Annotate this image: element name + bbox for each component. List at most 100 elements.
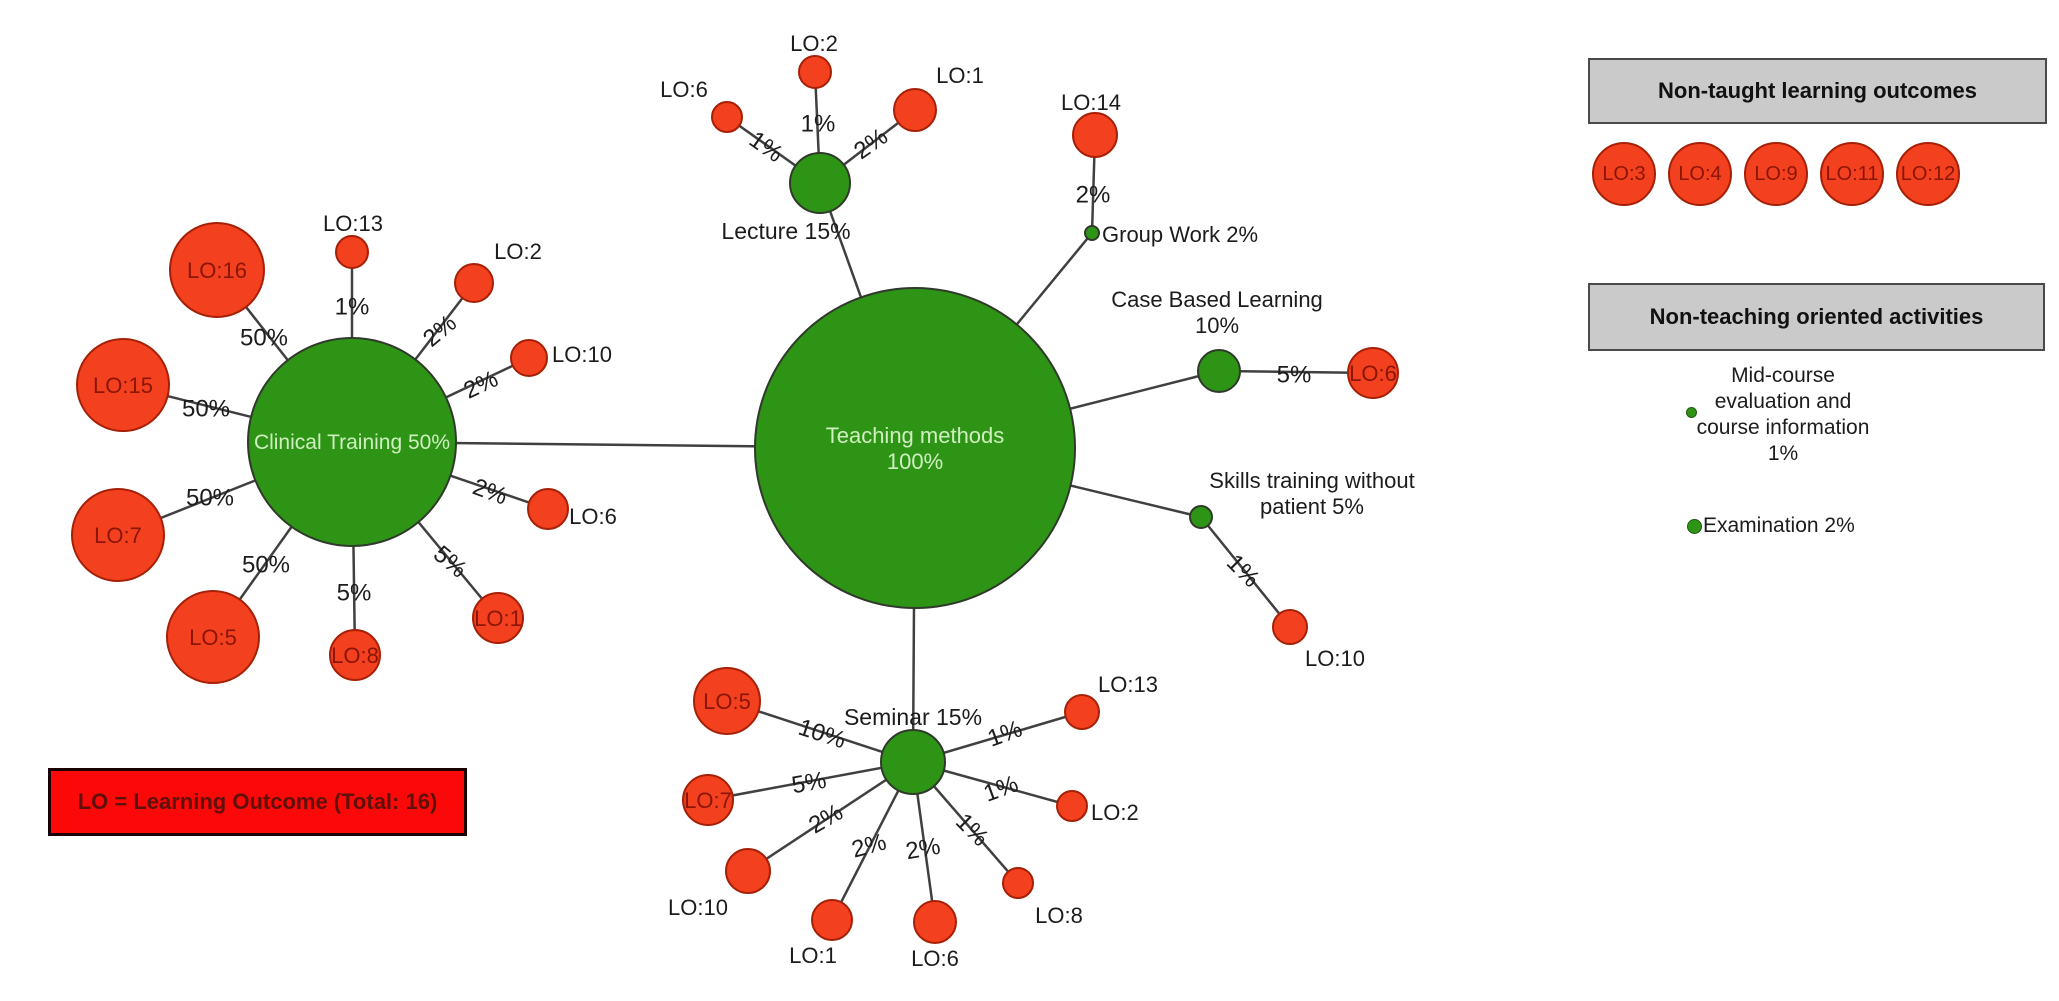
label-sem-lo5: LO:5 [703,689,751,714]
node-lecture [789,152,851,214]
label-ct-lo1: LO:1 [474,606,522,631]
node-clinical [247,337,457,547]
edge-label-clinical-ct-lo15: 50% [182,396,230,423]
edge-label-seminar-sem-lo7: 5% [790,767,829,800]
label-sem-lo8: LO:8 [1035,903,1083,928]
node-ct-lo2 [454,263,494,303]
edge-label-clinical-ct-lo10: 2% [460,365,503,404]
edge-label-clinical-ct-lo7: 50% [186,485,234,512]
label-ct-lo2: LO:2 [494,239,542,264]
edge-label-seminar-sem-lo5: 10% [795,714,849,755]
label-ct-lo16: LO:16 [187,258,247,283]
node-st-lo10 [1272,609,1308,645]
non-taught-legend-header: Non-taught learning outcomes [1588,58,2047,124]
node-ct-lo8 [329,629,381,681]
label-ct-lo8: LO:8 [331,643,379,668]
label-ct-lo15: LO:15 [93,373,153,398]
label-ct-lo10: LO:10 [552,342,612,367]
lo-note-text: LO = Learning Outcome (Total: 16) [77,789,438,814]
edge-label-clinical-ct-lo16: 50% [240,325,288,352]
node-gw-lo14 [1072,112,1118,158]
label-lec-lo1: LO:1 [936,63,984,88]
node-ct-lo10 [510,339,548,377]
edge-label-clinical-ct-lo6: 2% [469,473,511,510]
examination-item: Examination 2% [1687,514,1855,538]
node-sem-lo8 [1002,867,1034,899]
node-sem-lo7 [682,774,734,826]
node-ct-lo7 [71,488,165,582]
legend-lo-circle: LO:9 [1744,142,1808,206]
label-casebased: Case Based Learning 10% [1111,287,1323,338]
node-sem-lo2 [1056,790,1088,822]
node-ct-lo1 [472,592,524,644]
label-sem-lo7: LO:7 [684,788,732,813]
node-ct-lo5 [166,590,260,684]
non-teaching-legend-title: Non-teaching oriented activities [1649,304,1984,329]
node-skills [1189,505,1213,529]
midcourse-dot-icon [1686,407,1697,418]
label-lec-lo2: LO:2 [790,31,838,56]
label-teaching: Teaching methods 100% [826,423,1005,474]
edge-label-seminar-sem-lo2: 1% [980,770,1022,807]
label-ct-lo5: LO:5 [189,625,237,650]
label-groupwork: Group Work 2% [1102,222,1258,247]
edge-label-clinical-ct-lo13: 1% [335,294,370,321]
non-taught-circles: LO:3 LO:4 LO:9 LO:11 LO:12 [1592,142,1960,206]
label-cbl-lo6: LO:6 [1349,361,1397,386]
edge-skills-st-lo10 [1200,516,1291,628]
node-sem-lo6 [913,900,957,944]
node-lec-lo6 [711,101,743,133]
label-lec-lo6: LO:6 [660,77,708,102]
examination-label: Examination 2% [1703,514,1855,537]
node-teaching [754,287,1076,609]
node-ct-lo6 [527,488,569,530]
label-sem-lo13: LO:13 [1098,672,1158,697]
node-ct-lo16 [169,222,265,318]
edge-label-clinical-ct-lo8: 5% [337,580,372,607]
node-ct-lo15 [76,338,170,432]
non-teaching-legend-header: Non-teaching oriented activities [1588,283,2045,351]
label-sem-lo2: LO:2 [1091,800,1139,825]
label-sem-lo1: LO:1 [789,943,837,968]
node-lec-lo1 [893,88,937,132]
node-groupwork [1084,225,1100,241]
edge-label-groupwork-gw-lo14: 2% [1076,182,1111,209]
lo-note-box: LO = Learning Outcome (Total: 16) [48,768,467,836]
node-sem-lo13 [1064,694,1100,730]
examination-dot-icon [1687,518,1702,534]
label-ct-lo13: LO:13 [323,211,383,236]
label-sem-lo10: LO:10 [668,895,728,920]
edge-label-seminar-sem-lo6: 2% [904,833,943,866]
node-seminar [880,729,946,795]
edge-seminar-sem-lo7 [707,760,914,802]
node-sem-lo1 [811,899,853,941]
node-cbl-lo6 [1347,347,1399,399]
label-sem-lo6: LO:6 [911,946,959,971]
node-lec-lo2 [798,55,832,89]
legend-lo-circle: LO:11 [1820,142,1884,206]
label-skills: Skills training without patient 5% [1209,468,1414,519]
label-lecture: Lecture 15% [721,218,850,244]
label-ct-lo6: LO:6 [569,504,617,529]
label-gw-lo14: LO:14 [1061,90,1121,115]
legend-lo-circle: LO:4 [1668,142,1732,206]
label-st-lo10: LO:10 [1305,646,1365,671]
edge-label-seminar-sem-lo8: 1% [950,808,994,852]
non-taught-legend-title: Non-taught learning outcomes [1658,78,1977,103]
label-clinical: Clinical Training 50% [254,431,450,454]
node-ct-lo13 [335,235,369,269]
edge-label-clinical-ct-lo5: 50% [242,552,290,579]
edge-label-seminar-sem-lo13: 1% [984,715,1026,752]
legend-lo-circle: LO:12 [1896,142,1960,206]
node-casebased [1197,349,1241,393]
edge-label-lecture-lec-lo1: 2% [849,123,893,165]
edge-label-seminar-sem-lo1: 2% [849,828,889,863]
edge-label-lecture-lec-lo2: 1% [801,111,836,138]
label-seminar: Seminar 15% [844,704,982,730]
node-sem-lo5 [693,667,761,735]
node-sem-lo10 [725,848,771,894]
midcourse-label: Mid-course evaluation and course informa… [1696,364,1870,465]
edge-label-seminar-sem-lo10: 2% [804,799,848,840]
